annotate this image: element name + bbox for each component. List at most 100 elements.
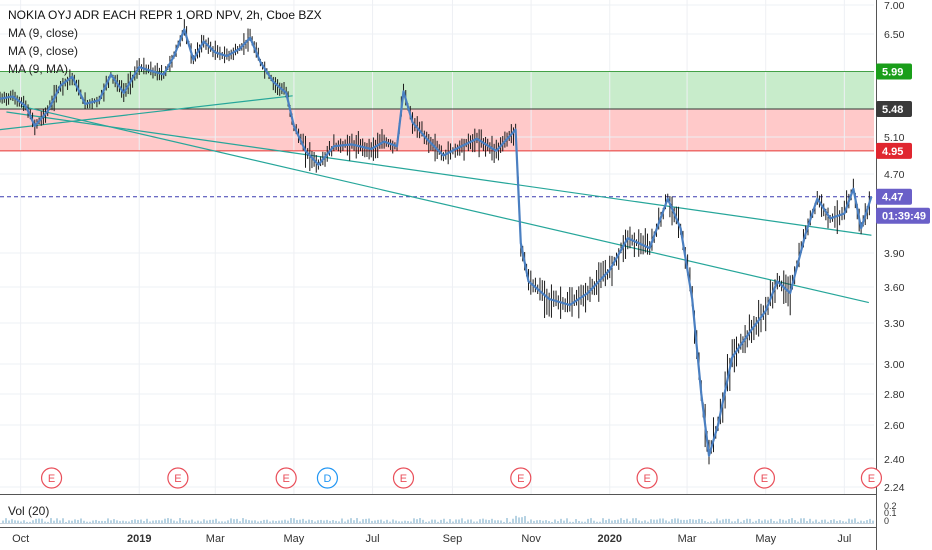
- volume-bar: [245, 519, 247, 523]
- volume-bar: [578, 520, 580, 523]
- volume-bar: [755, 520, 757, 523]
- y-tick-label: 5.10: [884, 132, 905, 144]
- volume-bar: [8, 520, 10, 523]
- volume-bar: [134, 519, 136, 523]
- volume-bar: [677, 518, 679, 523]
- volume-bar: [149, 521, 151, 523]
- study-ma-2[interactable]: MA (9, close): [8, 44, 79, 58]
- volume-bar: [188, 520, 190, 523]
- volume-bar: [869, 518, 871, 523]
- volume-bar: [296, 519, 298, 523]
- volume-bar: [119, 521, 121, 523]
- volume-bar: [827, 521, 829, 523]
- event-marker-icon: [510, 467, 532, 489]
- trendline: [20, 105, 869, 304]
- volume-bar: [89, 521, 91, 523]
- volume-bar: [542, 520, 544, 523]
- volume-bar: [644, 520, 646, 523]
- volume-bar: [299, 519, 301, 523]
- volume-bar: [692, 519, 694, 523]
- volume-bar: [125, 521, 127, 523]
- volume-bar: [728, 518, 730, 523]
- volume-bar: [167, 518, 169, 523]
- volume-bar: [734, 521, 736, 523]
- volume-bar: [371, 520, 373, 523]
- volume-bar: [116, 520, 118, 523]
- volume-bar: [269, 521, 271, 523]
- volume-bar: [374, 520, 376, 523]
- volume-bar: [725, 518, 727, 523]
- x-tick-label: Oct: [12, 533, 29, 545]
- x-tick-label: Jul: [366, 533, 380, 545]
- volume-bar: [473, 521, 475, 523]
- volume-bar: [602, 518, 604, 523]
- volume-bar: [710, 521, 712, 523]
- volume-bar: [659, 518, 661, 523]
- volume-bar: [278, 520, 280, 523]
- volume-bar: [422, 519, 424, 523]
- x-tick-label: May: [755, 533, 776, 545]
- price-label: 5.99: [882, 67, 903, 79]
- volume-bar: [509, 521, 511, 523]
- volume-bar: [752, 521, 754, 523]
- volume-bar: [722, 519, 724, 523]
- volume-bar: [695, 519, 697, 523]
- volume-bar: [497, 520, 499, 523]
- volume-bar: [266, 519, 268, 523]
- event-marker-label: E: [868, 473, 875, 485]
- y-tick-label: 4.70: [884, 169, 905, 181]
- volume-bar: [401, 521, 403, 523]
- volume-bar: [281, 520, 283, 523]
- volume-bar: [689, 518, 691, 523]
- price-label: 4.95: [882, 146, 903, 158]
- volume-bar: [53, 520, 55, 523]
- y-tick-label: 2.80: [884, 389, 905, 401]
- volume-bar: [35, 518, 37, 523]
- volume-bar: [647, 521, 649, 523]
- study-ma-3[interactable]: MA (9, MA): [8, 62, 69, 76]
- chart-title: NOKIA OYJ ADR EACH REPR 1 ORD NPV, 2h, C…: [8, 8, 322, 22]
- volume-bar: [20, 521, 22, 523]
- volume-bar: [860, 520, 862, 523]
- y-tick-label: 3.00: [884, 359, 905, 371]
- volume-bar: [170, 518, 172, 523]
- volume-bar: [59, 520, 61, 523]
- volume-bar: [491, 518, 493, 523]
- volume-bar: [425, 521, 427, 523]
- volume-bar: [698, 518, 700, 523]
- x-tick-label: Nov: [521, 533, 541, 545]
- volume-bar: [263, 519, 265, 523]
- volume-bar: [530, 519, 532, 523]
- volume-bar: [104, 520, 106, 523]
- volume-bar: [194, 521, 196, 523]
- volume-bar: [290, 518, 292, 523]
- volume-bar: [743, 520, 745, 523]
- volume-bar: [569, 521, 571, 523]
- volume-bar: [26, 521, 28, 523]
- event-marker-label: E: [174, 473, 181, 485]
- volume-bar: [653, 519, 655, 523]
- volume-bar: [575, 519, 577, 523]
- volume-bar: [770, 518, 772, 523]
- volume-bar: [71, 520, 73, 523]
- volume-bar: [488, 520, 490, 523]
- price-label-box: [876, 188, 912, 205]
- study-ma-1[interactable]: MA (9, close): [8, 26, 79, 40]
- volume-study-label[interactable]: Vol (20): [8, 504, 50, 518]
- volume-bar: [242, 518, 244, 523]
- volume-bar: [686, 519, 688, 523]
- volume-bar: [107, 518, 109, 523]
- volume-bar: [449, 519, 451, 523]
- volume-bar: [455, 519, 457, 523]
- volume-bar: [233, 519, 235, 523]
- x-tick-label: 2020: [597, 533, 621, 545]
- volume-bar: [581, 521, 583, 523]
- volume-bar: [713, 521, 715, 523]
- volume-bar: [413, 518, 415, 523]
- volume-bar: [824, 519, 826, 523]
- volume-bar: [407, 521, 409, 523]
- volume-bar: [548, 521, 550, 523]
- volume-bar: [779, 518, 781, 523]
